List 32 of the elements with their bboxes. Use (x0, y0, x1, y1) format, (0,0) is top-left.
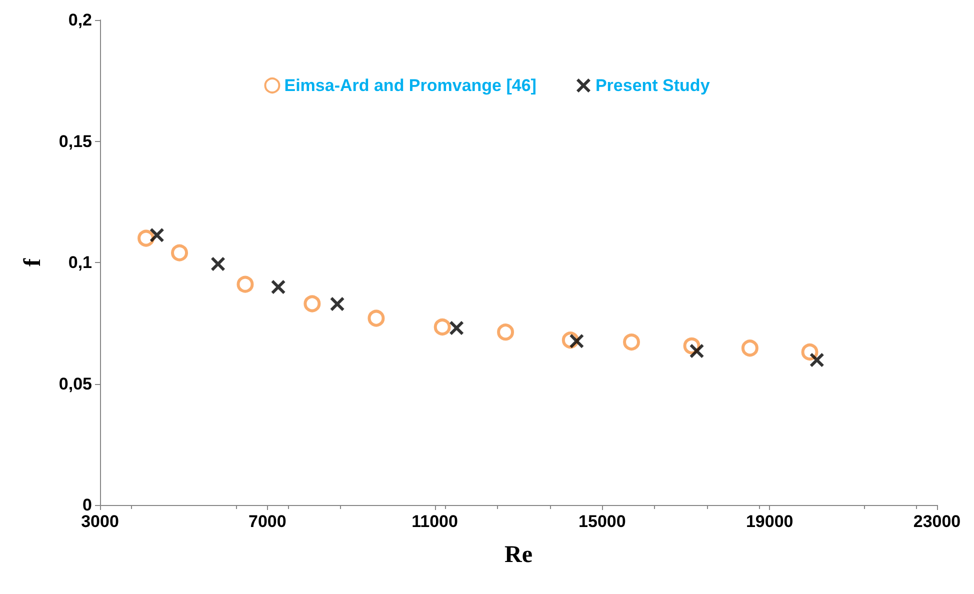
x-tick-label: 11000 (412, 512, 458, 531)
legend-label: Present Study (595, 76, 710, 95)
point (741, 340, 758, 357)
x-tick-label: 23000 (913, 512, 961, 531)
point (271, 280, 286, 294)
point (330, 296, 344, 311)
x-tick-label: 3000 (81, 512, 119, 531)
point (434, 318, 451, 336)
legend-label: Eimsa-Ard and Promvange [46] (284, 76, 536, 95)
point (138, 230, 155, 247)
point (171, 244, 188, 262)
point (150, 228, 164, 242)
x-tick-label: 7000 (248, 512, 286, 531)
y-axis-title: f (20, 258, 46, 266)
y-tick-label: 0,15 (58, 132, 92, 151)
y-tick-label: 0,1 (68, 253, 92, 272)
x-tick-label: 15000 (578, 512, 626, 531)
point (570, 334, 584, 348)
point (623, 334, 640, 351)
y-tick-label: 0 (82, 496, 92, 514)
point (211, 256, 226, 271)
point (497, 324, 514, 341)
point (810, 352, 824, 367)
point (236, 276, 254, 293)
point (304, 295, 321, 312)
y-tick-label: 0,2 (68, 10, 92, 30)
point (690, 344, 704, 358)
point (368, 310, 385, 327)
point (450, 320, 464, 335)
x-tick-label: 19000 (746, 512, 794, 531)
x-axis-title: Re (504, 542, 533, 568)
y-tick-label: 0,05 (58, 374, 92, 394)
